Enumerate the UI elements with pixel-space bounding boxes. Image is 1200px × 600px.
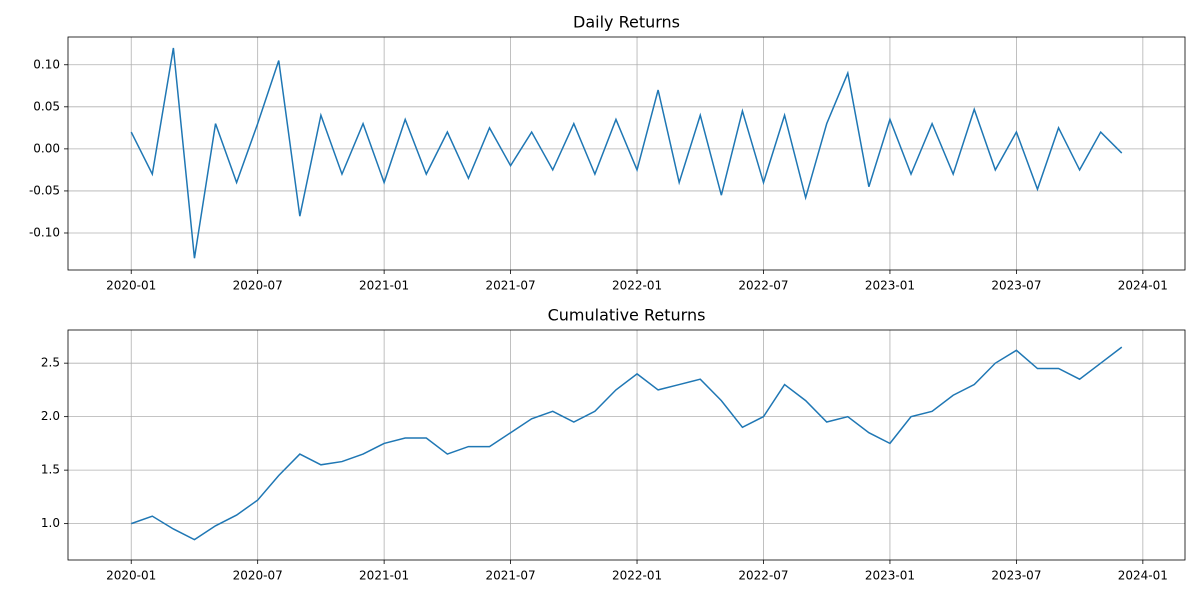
x-tick-label: 2021-01 [359,279,409,293]
y-tick-label: 2.0 [41,409,60,423]
x-tick-label: 2020-07 [233,279,283,293]
x-tick-label: 2023-01 [865,569,915,583]
x-tick-label: 2020-01 [106,569,156,583]
x-tick-label: 2024-01 [1118,279,1168,293]
x-tick-label: 2021-07 [486,569,536,583]
y-tick-label: 0.00 [33,141,60,155]
y-tick-label: 1.0 [41,516,60,530]
x-tick-label: 2021-01 [359,569,409,583]
data-line [130,346,1123,541]
x-tick-label: 2022-07 [738,569,788,583]
y-tick-label: -0.10 [29,225,60,239]
x-tick-label: 2022-01 [612,569,662,583]
axes-frame [67,329,1186,561]
x-tick-label: 2022-01 [612,279,662,293]
x-tick-label: 2020-01 [106,279,156,293]
y-tick-label: 0.10 [33,57,60,71]
data-line [130,47,1123,259]
x-tick-label: 2022-07 [738,279,788,293]
x-tick-label: 2023-07 [991,279,1041,293]
x-tick-label: 2024-01 [1118,569,1168,583]
x-tick-label: 2020-07 [233,569,283,583]
y-tick-label: -0.05 [29,183,60,197]
y-tick-label: 0.05 [33,99,60,113]
chart-title: Cumulative Returns [548,306,706,325]
x-tick-label: 2021-07 [486,279,536,293]
axes-frame [67,36,1186,271]
y-tick-label: 2.5 [41,356,60,370]
chart-title: Daily Returns [573,13,680,32]
y-tick-label: 1.5 [41,463,60,477]
x-tick-label: 2023-07 [991,569,1041,583]
x-tick-label: 2023-01 [865,279,915,293]
